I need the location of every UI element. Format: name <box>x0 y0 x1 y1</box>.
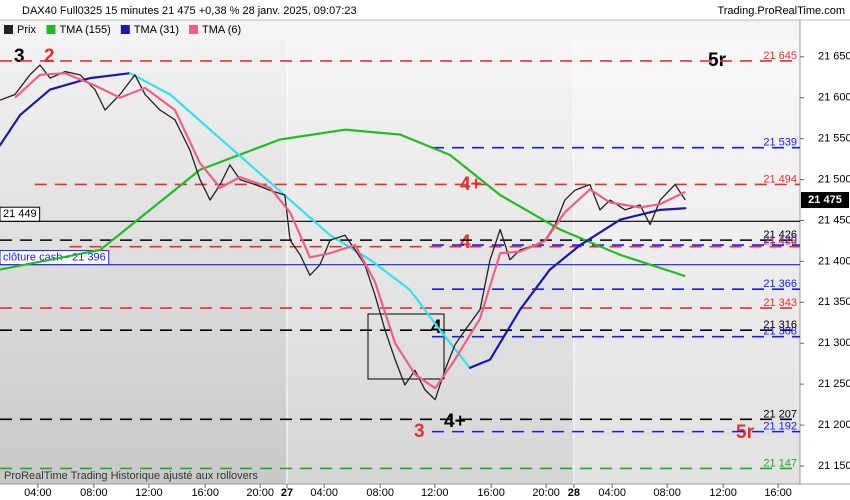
series-segment <box>579 218 622 247</box>
zone-box <box>367 313 445 380</box>
annotation: 5r <box>708 50 727 71</box>
x-tick-label: 28 <box>568 487 580 499</box>
session-shade <box>575 40 800 484</box>
annotation: 3 <box>414 421 425 442</box>
legend-swatch <box>46 25 56 34</box>
annotation: 4 <box>431 317 442 338</box>
series-segment <box>408 288 442 332</box>
level-label: 21 308 <box>763 326 797 338</box>
series-line <box>14 72 686 390</box>
y-tick-label: 21 300 <box>818 337 850 349</box>
series-segment <box>438 329 472 369</box>
y-tick-label: 21 600 <box>818 92 850 104</box>
session-shade <box>287 40 575 484</box>
annotation: 4+ <box>444 411 466 432</box>
level-label: 21 426 <box>763 229 797 241</box>
x-tick-label: 27 <box>281 487 293 499</box>
y-tick-label: 21 150 <box>818 460 850 472</box>
series-segment <box>288 198 332 237</box>
legend-swatch <box>4 25 13 34</box>
level-label: 21 207 <box>763 408 797 420</box>
x-tick-label: 12:00 <box>421 487 449 499</box>
x-tick-label: 20:00 <box>246 487 274 499</box>
legend-swatch <box>120 25 130 34</box>
level-label: 21 192 <box>763 421 797 433</box>
level-label: 21 418 <box>763 236 797 248</box>
series-segment <box>368 258 412 292</box>
series-segment <box>619 208 662 221</box>
annotation: 4+ <box>460 174 482 195</box>
plot-background <box>0 40 800 484</box>
source: Trading.ProRealTime.com <box>717 5 845 17</box>
series-segment <box>208 128 252 166</box>
y-tick-label: 21 250 <box>818 378 850 390</box>
chart-title: DAX40 Full0325 15 minutes 21 475 +0,38 %… <box>22 5 357 17</box>
annotation: 3 <box>14 46 25 67</box>
x-tick-label: 16:00 <box>191 487 219 499</box>
series-segment <box>548 243 582 271</box>
series-line <box>0 64 686 401</box>
y-tick-label: 21 450 <box>818 214 850 226</box>
x-tick-label: 04:00 <box>24 487 52 499</box>
x-tick-label: 08:00 <box>80 487 108 499</box>
level-label: 21 539 <box>763 137 797 149</box>
level-label: 21 494 <box>763 173 797 185</box>
level-label: 21 343 <box>763 297 797 309</box>
last-price-label: 21 475 <box>808 194 842 206</box>
annotations: 3 2 5r 4+ 4 4 3 4+ 5r <box>14 46 755 443</box>
series-line <box>0 128 686 278</box>
level-tag: clôture cash - 21 396 <box>3 252 106 264</box>
y-tick-label: 21 650 <box>818 51 850 63</box>
legend-label: TMA (6) <box>202 24 241 36</box>
annotation: 4 <box>460 232 471 253</box>
x-tick-label: 08:00 <box>653 487 681 499</box>
x-tick-label: 12:00 <box>709 487 737 499</box>
series-segment <box>659 207 687 211</box>
legend-label: TMA (155) <box>59 24 110 36</box>
level-label: 21 366 <box>763 278 797 290</box>
level-label: 21 147 <box>763 457 797 469</box>
level-label: 21 316 <box>763 319 797 331</box>
series-segment <box>0 113 22 147</box>
series-segment <box>518 268 552 311</box>
level-label: 21 420 <box>763 234 797 246</box>
y-tick-label: 21 350 <box>818 296 850 308</box>
legend-swatch <box>189 25 199 34</box>
annotation: 2 <box>44 46 55 67</box>
x-tick-label: 12:00 <box>135 487 163 499</box>
level-tag-box <box>0 206 41 222</box>
x-tick-label: 04:00 <box>310 487 338 499</box>
y-tick-label: 21 500 <box>818 173 850 185</box>
y-tick-label: 21 550 <box>818 133 850 145</box>
x-tick-label: 08:00 <box>366 487 394 499</box>
level-label: 21 645 <box>763 50 797 62</box>
x-tick-label: 20:00 <box>532 487 560 499</box>
last-price-box <box>801 192 849 209</box>
legend-label: TMA (31) <box>134 24 179 36</box>
series-segment <box>468 358 492 369</box>
series-segment <box>168 93 212 131</box>
x-tick-label: 16:00 <box>477 487 505 499</box>
series-segment <box>88 72 132 80</box>
legend-bar <box>0 20 800 40</box>
legend-label: Prix <box>17 24 36 36</box>
y-tick-label: 21 200 <box>818 419 850 431</box>
footer: ProRealTime Trading Historique ajusté au… <box>4 470 258 482</box>
x-tick-label: 16:00 <box>764 487 792 499</box>
series-segment <box>19 88 52 117</box>
x-tick-label: 04:00 <box>598 487 626 499</box>
series-segment <box>128 72 172 96</box>
series-segment <box>488 308 522 361</box>
annotation: 5r <box>736 422 755 443</box>
y-tick-label: 21 400 <box>818 255 850 267</box>
level-tag: 21 449 <box>3 208 37 220</box>
